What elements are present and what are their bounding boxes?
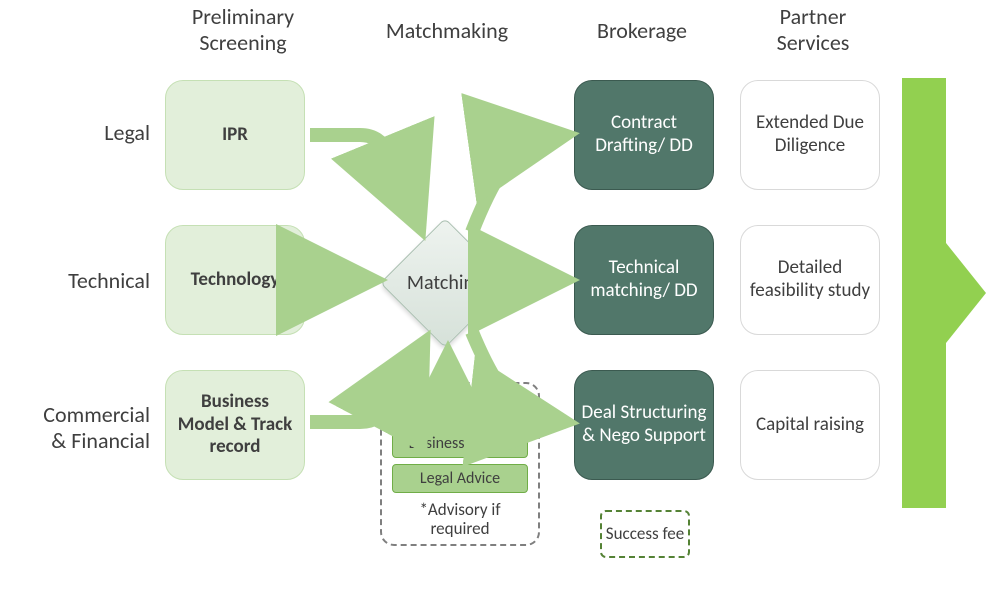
flow-arrows <box>0 0 989 599</box>
